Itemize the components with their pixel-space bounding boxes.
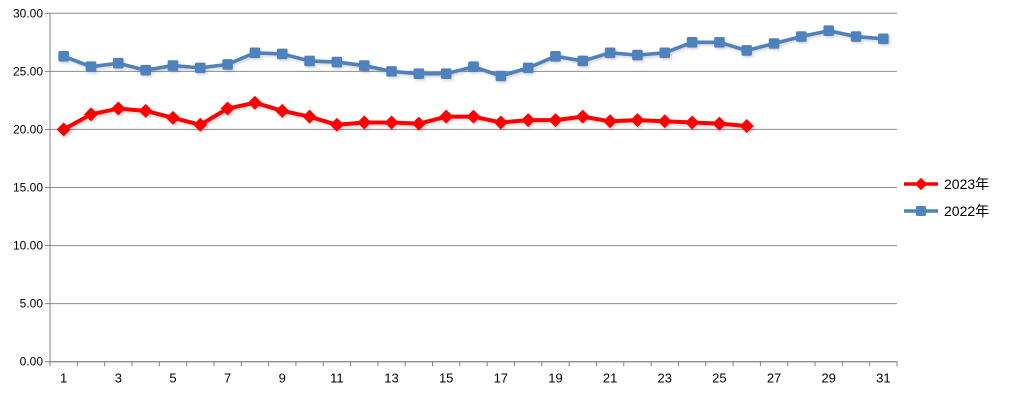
x-axis-labels: 1 3 5 7 9 11 13 15 17 19 21 23 25 27 29 31 <box>60 371 891 386</box>
series-2022年 <box>58 25 889 82</box>
series-2023年 <box>56 95 754 137</box>
svg-text:30.00: 30.00 <box>13 6 43 20</box>
svg-text:5.00: 5.00 <box>20 297 44 311</box>
svg-text:21: 21 <box>603 371 617 386</box>
svg-text:25: 25 <box>712 371 726 386</box>
svg-text:23: 23 <box>658 371 672 386</box>
svg-text:0.00: 0.00 <box>20 355 44 369</box>
legend-item-2023: 2023年 <box>903 174 989 194</box>
legend: 2023年 2022年 <box>903 174 989 221</box>
svg-text:9: 9 <box>279 371 286 386</box>
svg-text:19: 19 <box>548 371 562 386</box>
axes <box>49 13 898 367</box>
legend-marker-2023-icon <box>904 177 938 191</box>
legend-item-2022: 2022年 <box>903 201 989 221</box>
svg-text:25.00: 25.00 <box>13 64 43 78</box>
legend-label-2022: 2022年 <box>944 203 990 219</box>
legend-marker-2022-icon <box>904 206 938 216</box>
svg-text:10.00: 10.00 <box>13 239 43 253</box>
svg-text:17: 17 <box>494 371 508 386</box>
svg-text:11: 11 <box>330 371 344 386</box>
svg-text:20.00: 20.00 <box>13 122 43 136</box>
legend-label-2023: 2023年 <box>944 176 990 192</box>
svg-text:29: 29 <box>821 371 835 386</box>
svg-text:15.00: 15.00 <box>13 181 43 195</box>
svg-text:5: 5 <box>169 371 176 386</box>
y-axis-labels: 30.00 25.00 20.00 15.00 10.00 5.00 0.00 <box>13 6 43 368</box>
svg-text:27: 27 <box>767 371 781 386</box>
svg-text:1: 1 <box>60 371 67 386</box>
svg-text:13: 13 <box>384 371 398 386</box>
svg-text:15: 15 <box>439 371 453 386</box>
svg-text:3: 3 <box>115 371 122 386</box>
svg-text:7: 7 <box>224 371 231 386</box>
svg-text:31: 31 <box>876 371 890 386</box>
